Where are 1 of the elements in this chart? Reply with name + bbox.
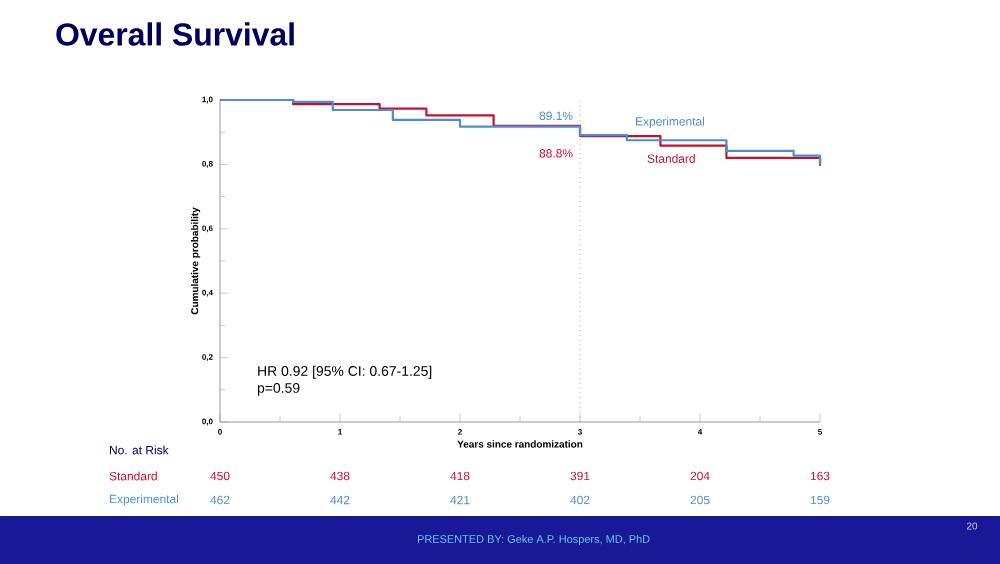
- chart-title: Overall Survival: [56, 22, 294, 46]
